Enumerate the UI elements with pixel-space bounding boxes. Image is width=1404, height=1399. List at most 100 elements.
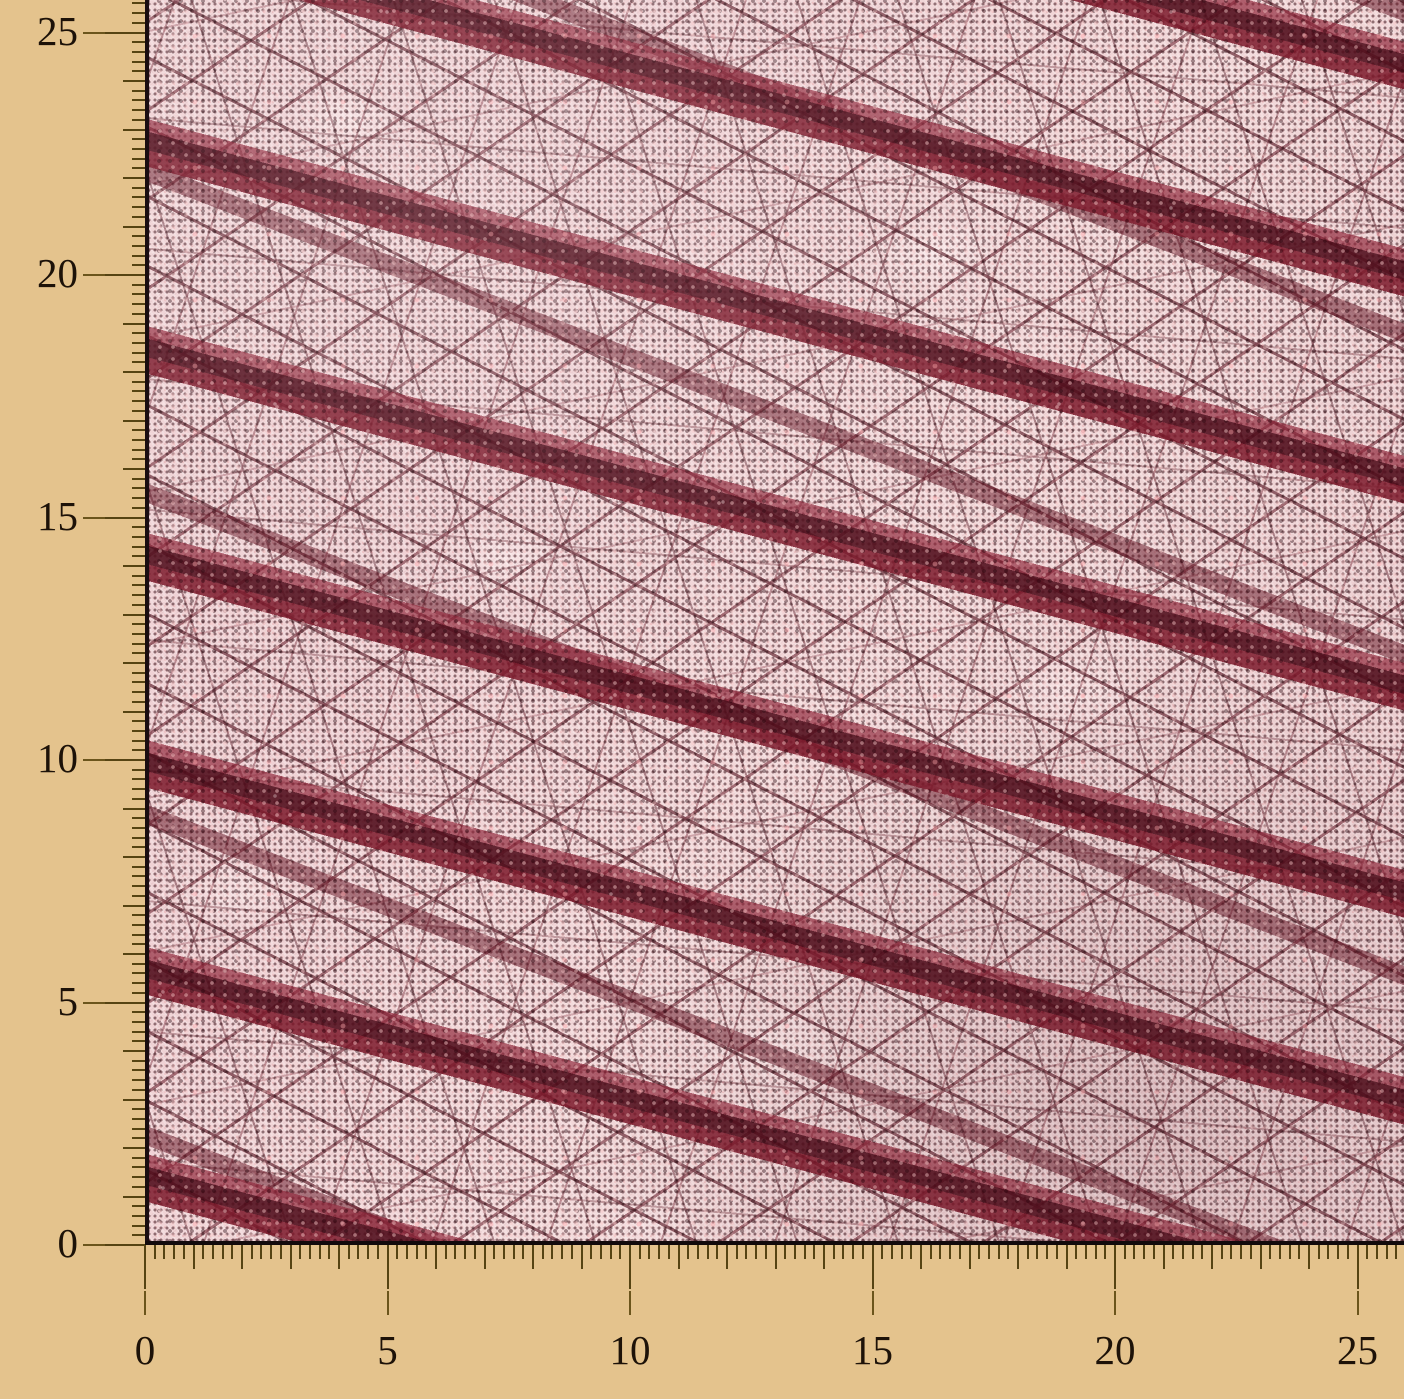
y-tick-minor (132, 41, 145, 44)
x-tick-minor (803, 1245, 806, 1259)
y-tick-minor (132, 487, 145, 490)
y-tick-major (105, 516, 145, 519)
y-tick-minor (132, 1127, 145, 1130)
swatch-left-edge (145, 0, 149, 1245)
y-tick-minor (132, 1166, 145, 1169)
x-tick-half (580, 1245, 583, 1269)
y-tick-minor (132, 283, 145, 286)
x-tick-minor (1240, 1245, 1243, 1259)
y-tick-half (123, 177, 145, 179)
y-tick-minor (132, 118, 145, 121)
y-label-leader-line (83, 1001, 105, 1004)
x-tick-minor (318, 1245, 321, 1259)
y-tick-minor (132, 89, 145, 92)
x-tick-minor (279, 1245, 282, 1259)
x-tick-major (871, 1245, 874, 1289)
y-tick-minor (132, 186, 145, 189)
x-tick-major (144, 1245, 146, 1289)
y-tick-minor (132, 826, 145, 829)
x-tick-minor (541, 1245, 544, 1259)
x-tick-minor (910, 1245, 913, 1259)
x-tick-minor (599, 1245, 602, 1259)
y-tick-minor (132, 885, 145, 888)
y-tick-minor (132, 1030, 145, 1033)
x-tick-half (774, 1245, 777, 1269)
y-tick-minor (132, 206, 145, 209)
lighting-shade-layer (145, 0, 1404, 1245)
y-tick-minor (132, 254, 145, 257)
x-tick-half (823, 1245, 825, 1269)
x-label-leader-line (1356, 1291, 1359, 1315)
y-tick-minor (132, 215, 145, 218)
y-tick-half (123, 807, 145, 810)
x-axis-label: 5 (377, 1327, 398, 1373)
x-tick-half (1211, 1245, 1213, 1269)
y-label-leader-line (83, 31, 105, 34)
x-tick-half (1162, 1245, 1165, 1269)
x-tick-minor (1094, 1245, 1097, 1259)
horizontal-ruler (144, 1245, 1404, 1291)
y-tick-minor (132, 235, 145, 238)
y-tick-minor (132, 1069, 145, 1072)
y-tick-half (123, 1147, 145, 1149)
y-tick-minor (132, 1234, 145, 1237)
x-tick-minor (347, 1245, 350, 1259)
x-tick-minor (706, 1245, 709, 1259)
y-tick-minor (132, 797, 145, 800)
y-tick-minor (132, 429, 145, 432)
x-tick-minor (813, 1245, 816, 1259)
x-tick-minor (425, 1245, 428, 1259)
x-tick-minor (405, 1245, 408, 1259)
y-tick-minor (132, 642, 145, 645)
x-tick-half (726, 1245, 728, 1269)
x-axis-label: 15 (852, 1327, 893, 1373)
x-tick-minor (997, 1245, 1000, 1259)
y-axis-label: 10 (37, 735, 78, 781)
x-tick-minor (308, 1245, 311, 1259)
x-tick-minor (784, 1245, 787, 1259)
x-axis-label: 20 (1094, 1327, 1136, 1373)
y-tick-minor (132, 652, 145, 655)
x-tick-minor (648, 1245, 651, 1259)
x-tick-minor (745, 1245, 748, 1259)
y-tick-minor (132, 865, 145, 868)
x-tick-minor (570, 1245, 573, 1259)
x-label-leader-line (871, 1291, 874, 1315)
x-tick-minor (1269, 1245, 1272, 1259)
x-tick-minor (328, 1245, 331, 1259)
x-tick-half (1065, 1245, 1068, 1269)
y-tick-minor (132, 671, 145, 674)
y-tick-minor (132, 70, 145, 73)
y-axis-label: 5 (57, 977, 79, 1024)
x-tick-minor (512, 1245, 515, 1259)
y-tick-minor (132, 1185, 145, 1188)
y-tick-minor (132, 244, 145, 247)
y-tick-minor (132, 933, 145, 936)
x-tick-minor (163, 1245, 166, 1259)
x-tick-minor (415, 1245, 418, 1259)
y-tick-minor (132, 545, 145, 548)
x-tick-minor (658, 1245, 661, 1259)
y-tick-minor (132, 923, 145, 926)
x-tick-minor (1327, 1245, 1330, 1259)
y-tick-major (105, 31, 145, 34)
y-tick-minor (132, 2, 145, 5)
x-tick-minor (881, 1245, 884, 1259)
y-tick-minor (132, 584, 145, 587)
x-tick-minor (1172, 1245, 1175, 1259)
x-tick-minor (842, 1245, 845, 1259)
y-tick-minor (132, 264, 145, 267)
x-tick-minor (454, 1245, 457, 1259)
x-tick-minor (900, 1245, 903, 1259)
y-tick-minor (132, 157, 145, 160)
x-tick-minor (376, 1245, 379, 1259)
x-tick-minor (260, 1245, 263, 1259)
x-tick-half (289, 1245, 292, 1269)
x-tick-major (1114, 1245, 1116, 1289)
x-tick-minor (696, 1245, 699, 1259)
y-tick-minor (132, 846, 145, 849)
x-tick-minor (590, 1245, 593, 1259)
y-tick-major (105, 1001, 145, 1004)
y-label-leader-line (83, 516, 105, 519)
y-tick-minor (132, 167, 145, 170)
